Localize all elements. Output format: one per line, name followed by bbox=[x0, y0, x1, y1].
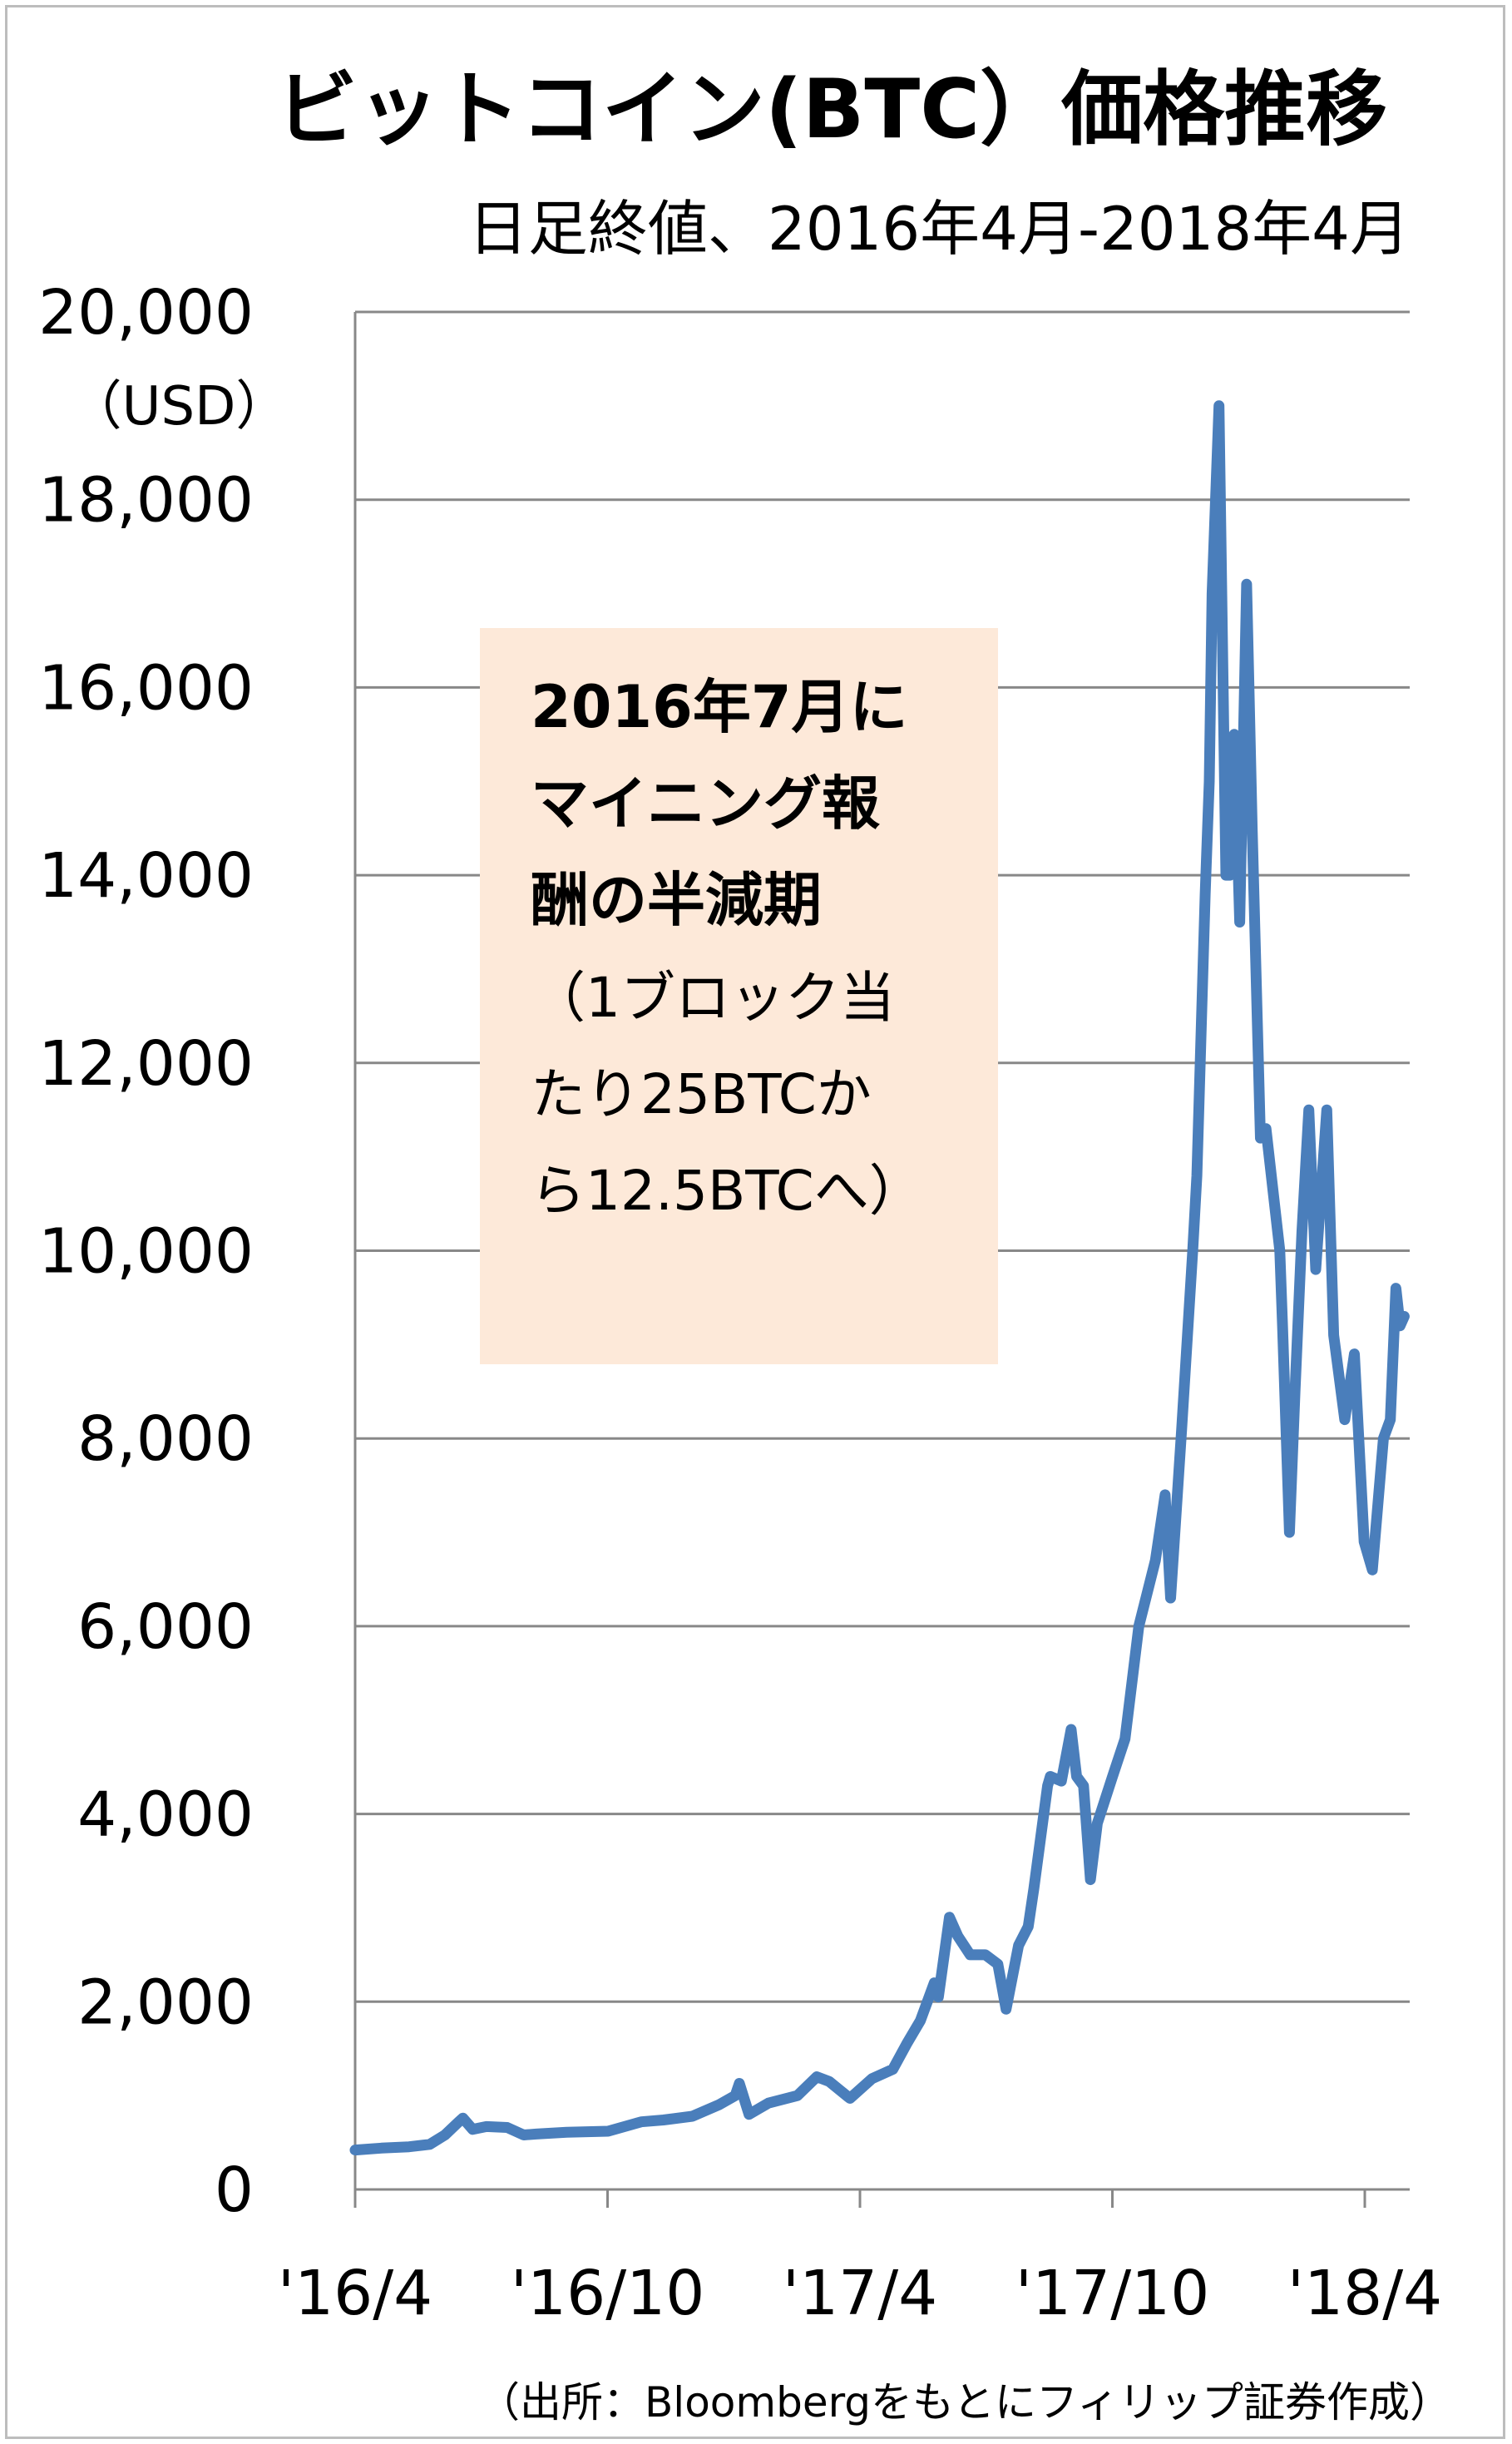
y-tick-label: 8,000 bbox=[77, 1403, 254, 1475]
chart-frame bbox=[5, 5, 1505, 2439]
y-tick-label: 0 bbox=[215, 2155, 254, 2226]
annotation-line-6: ら12.5BTCへ） bbox=[531, 1159, 924, 1223]
x-tick-label: '16/4 bbox=[278, 2258, 433, 2329]
y-tick-label: 18,000 bbox=[38, 465, 254, 537]
x-tick-label: '17/4 bbox=[783, 2258, 938, 2329]
y-tick-label: 4,000 bbox=[77, 1779, 254, 1851]
y-tick-label: 16,000 bbox=[38, 652, 254, 724]
y-tick-label: 14,000 bbox=[38, 840, 254, 912]
y-unit-label: （USD） bbox=[69, 376, 289, 438]
y-tick-label: 10,000 bbox=[38, 1216, 254, 1288]
series-line-btc bbox=[349, 400, 1410, 2156]
annotation-line-4: （1ブロック当 bbox=[531, 966, 895, 1030]
x-tick-label: '16/10 bbox=[511, 2258, 705, 2329]
annotation-line-2: マイニング報 bbox=[531, 769, 880, 838]
chart-title: ビットコイン(BTC）価格推移 bbox=[276, 62, 1387, 157]
x-tick-label: '18/4 bbox=[1287, 2258, 1443, 2329]
annotation-line-3: 酬の半減期 bbox=[531, 866, 822, 934]
annotation-line-1: 2016年7月に bbox=[531, 673, 908, 741]
x-axis: '16/4 '16/10 '17/4 '17/10 '18/4 bbox=[278, 2189, 1443, 2329]
y-tick-label: 12,000 bbox=[38, 1028, 254, 1100]
y-tick-label: 20,000 bbox=[38, 277, 254, 349]
y-tick-label: 2,000 bbox=[77, 1967, 254, 2038]
chart-subtitle: 日足終値、2016年4月-2018年4月 bbox=[468, 194, 1410, 264]
annotation-line-5: たり25BTCか bbox=[531, 1062, 872, 1126]
y-axis: 0 2,000 4,000 6,000 8,000 10,000 12,000 14,000 1… bbox=[38, 277, 254, 2226]
annotation-box bbox=[480, 628, 998, 1364]
x-tick-label: '17/10 bbox=[1015, 2258, 1210, 2329]
y-tick-label: 6,000 bbox=[77, 1591, 254, 1663]
source-note: （出所：Bloombergをもとにフィリップ証券作成） bbox=[478, 2378, 1451, 2427]
